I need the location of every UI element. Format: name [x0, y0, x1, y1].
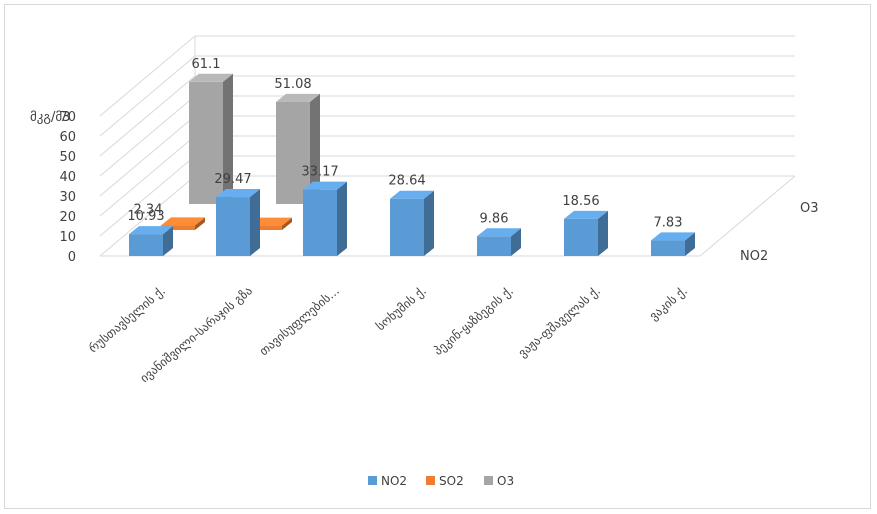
no2-bar-side — [511, 228, 521, 256]
no2-bar — [564, 218, 598, 256]
no2-bar — [651, 240, 685, 256]
side-gridline — [99, 175, 196, 257]
o3-data-label: 51.08 — [274, 77, 311, 92]
floor-right-edge — [699, 175, 796, 257]
legend-label-o3: O3 — [497, 474, 514, 488]
no2-bar-side — [424, 190, 434, 256]
no2-bar — [216, 197, 250, 256]
no2-bar-top — [129, 226, 173, 235]
no2-bar-side — [598, 210, 608, 256]
no2-bar — [129, 234, 163, 256]
no2-data-label: 18.56 — [562, 194, 599, 209]
no2-bar — [303, 189, 337, 256]
so2-bar-side — [195, 217, 205, 230]
o3-bar — [276, 101, 310, 204]
so2-bar-top — [161, 217, 205, 226]
o3-data-label: 61.1 — [192, 57, 221, 72]
no2-data-label: 33.17 — [301, 165, 338, 180]
y-axis-title: მკგ/მ3 — [30, 110, 70, 125]
legend-swatch-o3 — [484, 476, 493, 485]
y-tick-label: 30 — [59, 190, 76, 205]
o3-bar-top — [276, 93, 320, 102]
no2-bar-top — [564, 210, 608, 219]
no2-bar — [390, 198, 424, 256]
legend-swatch-no2 — [368, 476, 377, 485]
no2-bar-top — [651, 232, 695, 241]
category-label: სოხუმის ქ. — [373, 284, 429, 334]
o3-bar-side — [223, 73, 233, 204]
side-gridline — [99, 75, 196, 157]
so2-data-label: 2.34 — [134, 202, 163, 217]
category-label: ვაკის ქ. — [647, 284, 690, 323]
category-label: რუსთავსელის ქ. — [86, 284, 168, 356]
no2-bar — [477, 236, 511, 256]
no2-data-label: 29.47 — [214, 172, 251, 187]
side-gridline — [99, 95, 196, 177]
category-label: ვაჟა-ფშაველას ქ. — [516, 284, 603, 360]
so2-bar — [161, 225, 195, 230]
no2-bar-top — [216, 189, 260, 198]
side-gridline — [99, 115, 196, 197]
no2-bar-side — [685, 232, 695, 256]
depth-label-no2: NO2 — [740, 249, 768, 264]
category-label: პეკინ-ყაზბეგის ქ. — [431, 284, 516, 358]
y-tick-label: 10 — [59, 230, 76, 245]
o3-bar-top — [189, 73, 233, 82]
legend-swatch-so2 — [426, 476, 435, 485]
o3-bar-side — [310, 93, 320, 204]
o3-bar — [189, 81, 223, 204]
side-gridline — [99, 155, 196, 237]
no2-bar-side — [250, 189, 260, 256]
no2-data-label: 28.64 — [388, 174, 425, 189]
no2-bar-top — [303, 181, 347, 190]
depth-label-o3: O3 — [800, 201, 819, 216]
legend-label-so2: SO2 — [439, 474, 464, 488]
y-tick-label: 70 — [59, 110, 76, 125]
so2-bar-side — [282, 217, 292, 230]
legend-label-no2: NO2 — [381, 474, 407, 488]
no2-data-label: 9.86 — [480, 211, 509, 226]
y-tick-label: 50 — [59, 150, 76, 165]
no2-bar-top — [477, 228, 521, 237]
side-gridline — [99, 135, 196, 217]
side-gridline — [99, 35, 196, 117]
y-tick-label: 0 — [68, 250, 76, 265]
no2-bar-side — [163, 226, 173, 256]
side-gridline — [99, 55, 196, 137]
so2-bar — [248, 225, 282, 230]
y-tick-label: 20 — [59, 210, 76, 225]
no2-bar-top — [390, 190, 434, 199]
no2-data-label: 10.93 — [127, 209, 164, 224]
y-tick-label: 60 — [59, 130, 76, 145]
y-tick-label: 40 — [59, 170, 76, 185]
no2-data-label: 7.83 — [654, 215, 683, 230]
no2-bar-side — [337, 181, 347, 256]
category-label: თავისუფლების... — [257, 284, 342, 359]
